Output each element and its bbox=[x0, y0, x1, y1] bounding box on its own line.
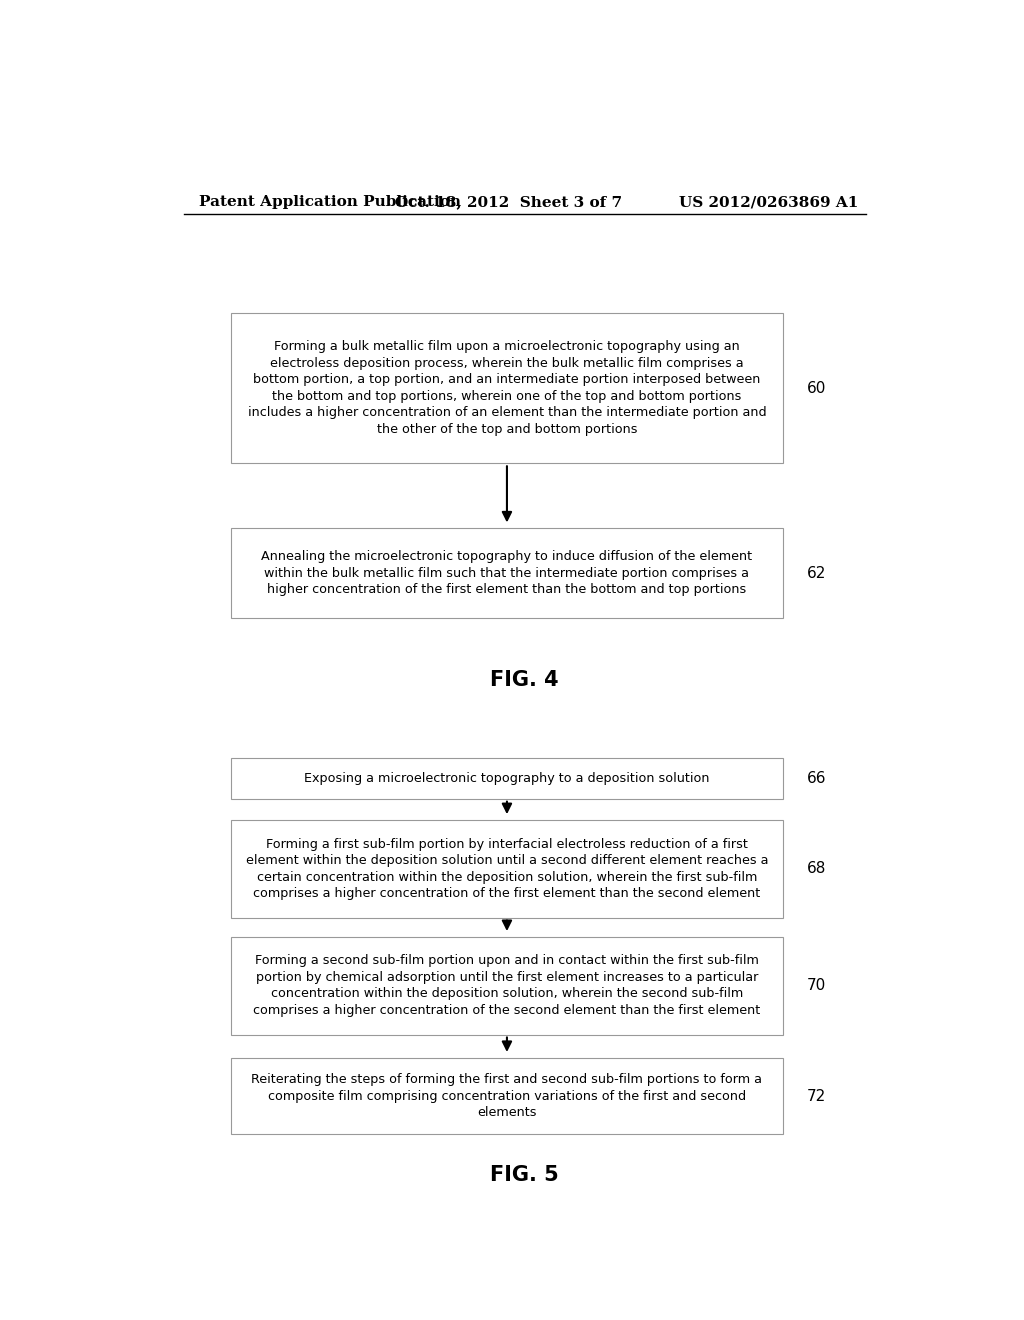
Text: Reiterating the steps of forming the first and second sub-film portions to form : Reiterating the steps of forming the fir… bbox=[252, 1073, 763, 1119]
Text: 66: 66 bbox=[807, 771, 826, 785]
FancyBboxPatch shape bbox=[231, 1057, 782, 1134]
Text: 68: 68 bbox=[807, 862, 826, 876]
FancyBboxPatch shape bbox=[231, 313, 782, 463]
Text: Forming a second sub-film portion upon and in contact within the first sub-film
: Forming a second sub-film portion upon a… bbox=[253, 954, 761, 1016]
Text: 62: 62 bbox=[807, 565, 826, 581]
Text: 60: 60 bbox=[807, 380, 826, 396]
Text: Exposing a microelectronic topography to a deposition solution: Exposing a microelectronic topography to… bbox=[304, 772, 710, 785]
Text: Patent Application Publication: Patent Application Publication bbox=[200, 195, 462, 209]
Text: 70: 70 bbox=[807, 978, 825, 993]
Text: Oct. 18, 2012  Sheet 3 of 7: Oct. 18, 2012 Sheet 3 of 7 bbox=[395, 195, 623, 209]
Text: FIG. 5: FIG. 5 bbox=[490, 1164, 559, 1185]
Text: 72: 72 bbox=[807, 1089, 825, 1104]
Text: Annealing the microelectronic topography to induce diffusion of the element
with: Annealing the microelectronic topography… bbox=[261, 550, 753, 597]
FancyBboxPatch shape bbox=[231, 758, 782, 799]
FancyBboxPatch shape bbox=[231, 820, 782, 917]
FancyBboxPatch shape bbox=[231, 528, 782, 618]
FancyBboxPatch shape bbox=[231, 937, 782, 1035]
Text: Forming a bulk metallic film upon a microelectronic topography using an
electrol: Forming a bulk metallic film upon a micr… bbox=[248, 341, 766, 436]
Text: US 2012/0263869 A1: US 2012/0263869 A1 bbox=[679, 195, 858, 209]
Text: FIG. 4: FIG. 4 bbox=[490, 669, 559, 690]
Text: Forming a first sub-film portion by interfacial electroless reduction of a first: Forming a first sub-film portion by inte… bbox=[246, 838, 768, 900]
